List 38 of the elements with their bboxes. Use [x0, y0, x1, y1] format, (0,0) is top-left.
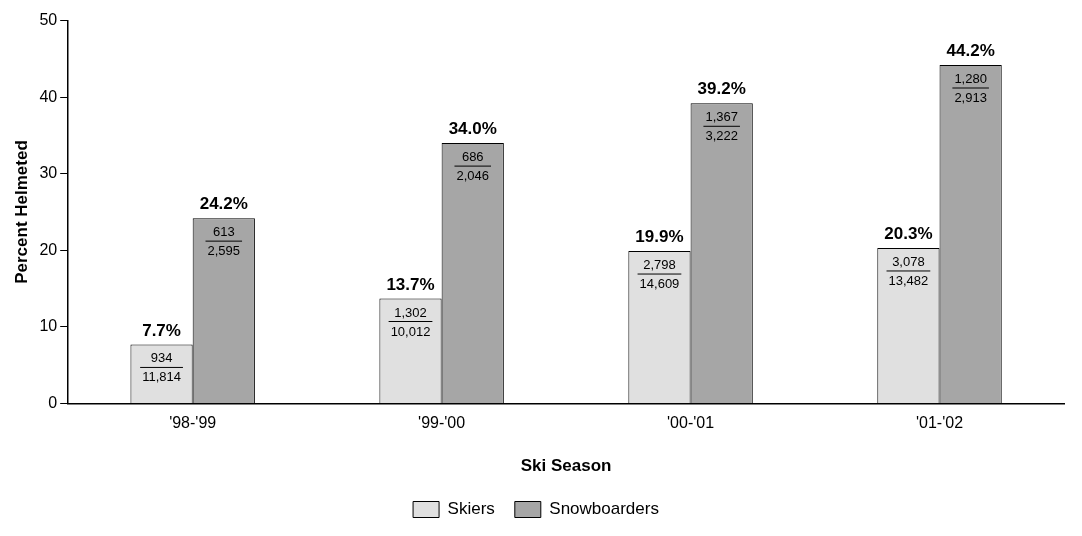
- annotation: 3,078: [892, 253, 925, 269]
- x-tick-label: '99-'00: [418, 414, 466, 432]
- y-tick-label: 30: [39, 164, 58, 182]
- data-label: 24.2%: [199, 194, 248, 214]
- data-label: 20.3%: [884, 224, 933, 244]
- data-label: 7.7%: [142, 320, 181, 340]
- annotation: 11,814: [142, 369, 181, 385]
- y-axis-title: Percent Helmeted: [11, 140, 31, 284]
- annotation: 2,913: [954, 90, 987, 105]
- data-label: 44.2%: [946, 41, 995, 61]
- y-tick-label: 50: [39, 11, 58, 29]
- x-tick-label: '00-'01: [667, 414, 715, 432]
- data-label: 19.9%: [635, 227, 684, 247]
- annotation: 2,798: [643, 257, 676, 273]
- data-label: 34.0%: [448, 119, 497, 139]
- annotation: 13,482: [888, 272, 929, 288]
- y-tick-label: 20: [39, 240, 58, 258]
- annotation: 1,302: [394, 304, 427, 320]
- annotation: 14,609: [639, 276, 680, 292]
- annotation: 934: [150, 350, 173, 366]
- annotation: 10,012: [390, 323, 431, 339]
- y-tick-label: 10: [39, 317, 58, 335]
- y-tick-label: 0: [48, 393, 58, 411]
- annotation: 3,222: [705, 128, 738, 144]
- x-tick-label: '01-'02: [916, 414, 964, 432]
- y-tick-label: 40: [39, 87, 58, 105]
- legend-label: Snowboarders: [549, 499, 659, 519]
- annotation: 1,367: [705, 109, 738, 125]
- annotation: 686: [461, 149, 484, 165]
- data-label: 39.2%: [697, 79, 746, 99]
- x-axis-title: Ski Season: [520, 456, 612, 476]
- annotation: 613: [212, 224, 235, 240]
- annotation: 2,046: [456, 168, 490, 184]
- data-label: 13.7%: [386, 274, 435, 294]
- annotation: 2,595: [207, 243, 241, 259]
- annotation: 1,280: [954, 71, 987, 86]
- x-tick-label: '98-'99: [169, 414, 217, 432]
- legend-label: Skiers: [447, 499, 495, 519]
